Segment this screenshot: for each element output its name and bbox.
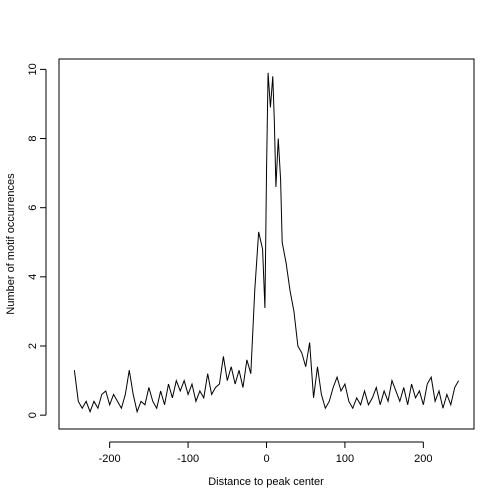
y-tick-label: 10: [27, 63, 39, 75]
data-line: [73, 72, 460, 414]
x-tick-label: 100: [336, 453, 354, 465]
x-tick-label: 200: [414, 453, 432, 465]
y-tick-label: 6: [27, 205, 39, 211]
y-axis-label: Number of motif occurrences: [5, 173, 17, 315]
x-tick-label: 0: [263, 453, 269, 465]
x-axis-label: Distance to peak center: [208, 476, 324, 488]
plot-box: [58, 58, 475, 430]
y-tick-label: 0: [27, 412, 39, 418]
y-tick-label: 4: [27, 274, 39, 280]
y-tick-label: 8: [27, 135, 39, 141]
y-tick-label: 2: [27, 343, 39, 349]
x-tick-label: -200: [99, 453, 121, 465]
x-tick-label: -100: [177, 453, 199, 465]
